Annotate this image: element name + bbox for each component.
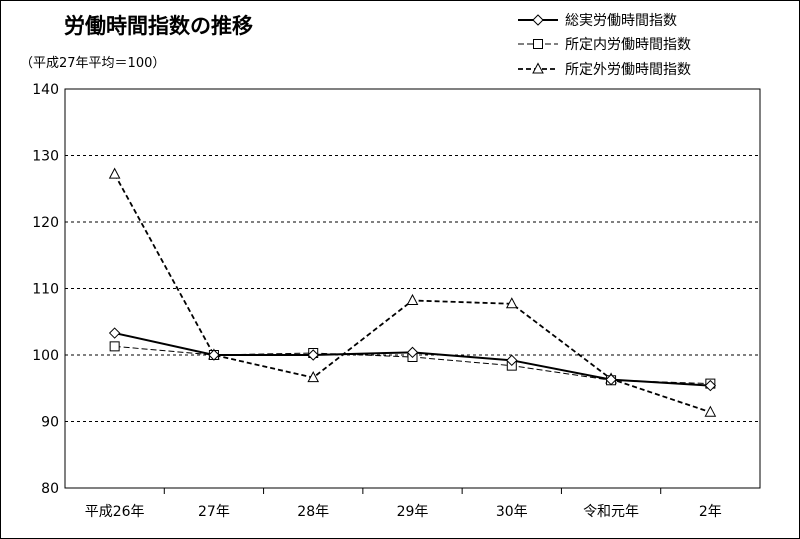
data-point (605, 373, 617, 386)
chart-subtitle: （平成27年平均＝100） (20, 56, 165, 71)
x-tick-label: 30年 (496, 504, 528, 520)
x-tick-label: 2年 (699, 504, 722, 520)
legend-marker (533, 39, 543, 49)
y-tick-label: 80 (41, 481, 59, 497)
x-tick-label: 29年 (397, 504, 429, 520)
y-tick-label: 130 (32, 149, 59, 165)
legend-item-1: 総実労働時間指数 (518, 13, 677, 29)
data-point (108, 167, 121, 179)
x-tick-label: 平成26年 (85, 504, 145, 520)
y-tick-label: 120 (32, 215, 59, 231)
legend-item-3: 所定外労働時間指数 (518, 62, 691, 78)
y-tick-label: 110 (32, 282, 59, 298)
legend-marker (532, 14, 544, 26)
y-tick-label: 90 (41, 415, 59, 431)
x-axis: 平成26年 27年 28年 29年 30年 令和元年 2年 (85, 488, 722, 520)
data-point (406, 293, 419, 305)
legend-label: 総実労働時間指数 (565, 13, 677, 29)
series-3 (108, 167, 717, 417)
y-tick-label: 100 (32, 348, 59, 364)
data-point (109, 341, 120, 352)
x-tick-label: 27年 (198, 504, 230, 520)
y-axis: 80 90 100 110 120 130 140 (32, 82, 59, 497)
x-tick-label: 令和元年 (583, 504, 639, 520)
data-point (307, 371, 320, 383)
data-point (406, 346, 419, 359)
series-line (113, 173, 711, 414)
legend-label: 所定内労働時間指数 (565, 37, 691, 53)
data-point (108, 327, 121, 339)
plot-area (64, 88, 761, 489)
data-point (704, 379, 717, 392)
data-point (704, 405, 717, 417)
data-point (505, 297, 518, 309)
x-tick-label: 28年 (297, 504, 329, 520)
chart-title: 労働時間指数の推移 (64, 14, 253, 38)
series-1 (108, 327, 717, 392)
grid-lines (65, 155, 760, 422)
data-point (208, 349, 220, 361)
data-point (506, 354, 518, 367)
legend-marker (532, 62, 544, 74)
series-layer (108, 167, 717, 417)
legend-label: 所定外労働時間指数 (565, 62, 691, 78)
legend-item-2: 所定内労働時間指数 (518, 37, 691, 53)
y-tick-label: 140 (32, 82, 59, 98)
data-point (307, 349, 319, 361)
